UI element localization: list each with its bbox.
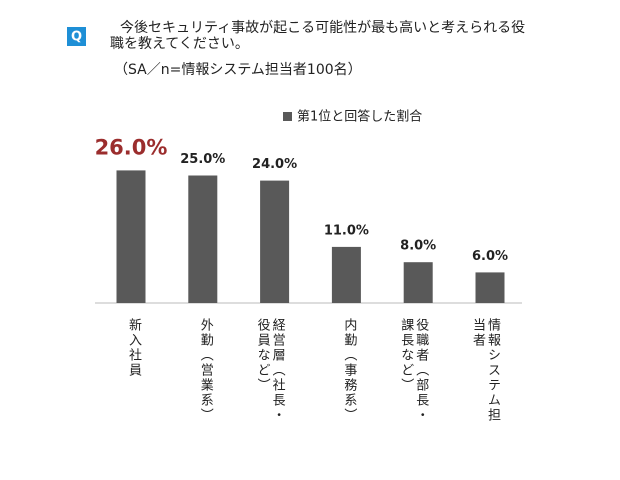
x-tick-label: 新入社員 <box>126 318 141 378</box>
x-tick-label: 情報システム担当者 <box>470 318 500 423</box>
legend-label: 第1位と回答した割合 <box>297 109 422 125</box>
value-label: 26.0% <box>95 135 168 159</box>
bar <box>188 175 218 303</box>
q-letter: Q <box>71 30 82 45</box>
title: 今後セキュリティ事故が起こる可能性が最も高いと考えられる役職を教えてください。 <box>110 20 526 52</box>
bar <box>260 180 290 303</box>
q-icon <box>67 27 86 46</box>
bar <box>331 246 361 303</box>
subtitle: （SA／n=情報システム担当者100名） <box>114 62 362 78</box>
bar <box>475 272 505 303</box>
x-tick-label: 内勤（事務系） <box>341 318 357 423</box>
legend-swatch <box>283 112 292 121</box>
x-tick-label: 経営層（社長・役員など） <box>254 318 285 423</box>
x-tick-label: 外勤（営業系） <box>197 318 213 423</box>
value-label: 11.0% <box>324 223 369 238</box>
value-label: 6.0% <box>472 249 508 264</box>
value-label: 25.0% <box>180 152 225 167</box>
value-label: 8.0% <box>400 239 436 254</box>
bar <box>403 262 433 303</box>
value-label: 24.0% <box>252 157 297 172</box>
bar <box>116 170 146 303</box>
x-tick-label: 役職者（部長・課長など） <box>398 318 429 423</box>
